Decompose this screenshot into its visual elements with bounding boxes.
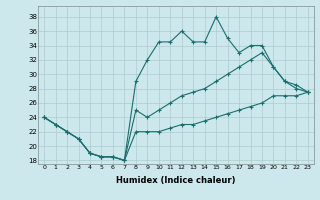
X-axis label: Humidex (Indice chaleur): Humidex (Indice chaleur) xyxy=(116,176,236,185)
